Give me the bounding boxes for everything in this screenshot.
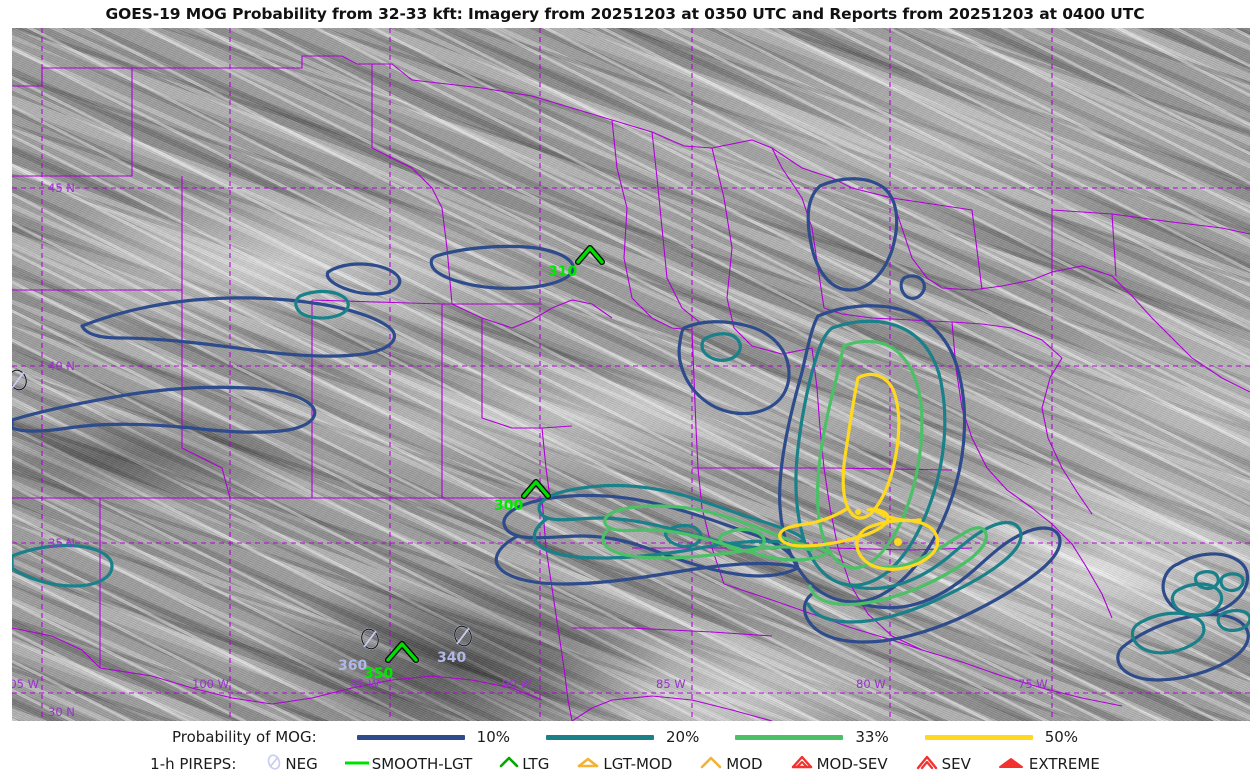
legend-item-neg: NEG [266, 752, 318, 776]
legend-item-mod: MOD [698, 752, 763, 776]
pirep-marker-ltg-350[interactable]: 350 [364, 641, 419, 682]
legend-label-lgt-mod: LGT-MOD [603, 755, 673, 773]
pirep-marker-neg-360[interactable]: 360 [338, 627, 381, 674]
legend-item-extreme: EXTREME [997, 752, 1100, 776]
lon-label: 100 W [192, 677, 229, 691]
mod-sev-chevron-base-icon [789, 752, 815, 776]
pirep-marker-neg-edge[interactable] [12, 368, 29, 392]
pirep-marker-ltg-310[interactable]: 310 [548, 245, 605, 280]
lon-label: 85 W [656, 677, 686, 691]
pirep-label: 310 [548, 264, 577, 280]
lat-label: 40 N [48, 359, 75, 373]
legend-swatch-10 [356, 734, 465, 740]
satellite-map[interactable]: 310 300 350 360 [12, 28, 1250, 721]
pirep-label: 300 [494, 498, 523, 514]
contour-20-percent [12, 289, 1250, 655]
satellite-imagery-layer-3 [12, 28, 1250, 721]
legend-label-mod-sev: MOD-SEV [816, 755, 888, 773]
legend-item-33: 33% [735, 728, 889, 746]
lon-label: 90 W [502, 677, 532, 691]
legend: Probability of MOG: 10% 20% 33% 50% 1-h … [0, 722, 1250, 782]
legend-probability-title: Probability of MOG: [171, 728, 317, 746]
legend-item-ltg: LTG [498, 752, 549, 776]
legend-item-smooth-lgt: SMOOTH-LGT [344, 752, 473, 776]
legend-label-smooth-lgt: SMOOTH-LGT [371, 755, 473, 773]
legend-item-sev: SEV [914, 752, 971, 776]
lat-label: 30 N [48, 705, 75, 719]
legend-label-sev: SEV [941, 755, 971, 773]
contour-50-percent [778, 372, 940, 571]
pirep-label: 360 [338, 658, 367, 674]
lon-label: 75 W [1018, 677, 1048, 691]
graticule-labels: 45 N 40 N 35 N 30 N 105 W 100 W 95 W 90 … [12, 181, 1048, 719]
graticule-grid [12, 28, 1250, 721]
sev-double-chevron-icon [914, 752, 940, 776]
smooth-lgt-line-icon [344, 752, 370, 776]
contour-10-percent [12, 177, 1250, 682]
pirep-marker-ltg-300[interactable]: 300 [494, 479, 551, 514]
legend-swatch-50 [924, 734, 1033, 740]
lat-label: 35 N [48, 536, 75, 550]
pirep-label: 350 [364, 666, 393, 682]
legend-label-50: 50% [1044, 728, 1079, 746]
map-vector-overlay: 310 300 350 360 [12, 28, 1250, 721]
legend-label-33: 33% [855, 728, 889, 746]
legend-pireps-title: 1-h PIREPS: [150, 755, 237, 773]
legend-label-extreme: EXTREME [1028, 755, 1100, 773]
legend-item-50: 50% [924, 728, 1079, 746]
legend-label-10: 10% [476, 728, 511, 746]
legend-label-ltg: LTG [522, 755, 550, 773]
legend-swatch-33 [735, 734, 844, 740]
legend-pireps-row: 1-h PIREPS: NEG SMOOTH-LGT [0, 751, 1250, 777]
lon-label: 95 W [350, 677, 380, 691]
legend-item-20: 20% [546, 728, 699, 746]
legend-item-lgt-mod: LGT-MOD [575, 752, 672, 776]
page-title: GOES-19 MOG Probability from 32-33 kft: … [105, 5, 1145, 23]
satellite-imagery-layer-4 [12, 28, 1250, 721]
lat-label: 45 N [48, 181, 75, 195]
legend-swatch-20 [546, 734, 655, 740]
pirep-marker-neg-340[interactable]: 340 [437, 624, 474, 666]
lon-label: 105 W [12, 677, 39, 691]
neg-circle-slash-icon [266, 752, 282, 776]
ltg-chevron-icon [498, 752, 520, 776]
contour-50-marker [894, 538, 902, 546]
mod-chevron-icon [698, 752, 724, 776]
legend-label-neg: NEG [285, 755, 318, 773]
legend-label-20: 20% [666, 728, 700, 746]
legend-item-mod-sev: MOD-SEV [789, 752, 888, 776]
pirep-label: 340 [437, 650, 466, 666]
legend-label-mod: MOD [726, 755, 763, 773]
legend-probability-row: Probability of MOG: 10% 20% 33% 50% [0, 724, 1250, 750]
lgt-mod-chevron-base-icon [575, 752, 601, 776]
lon-label: 80 W [856, 677, 886, 691]
extreme-filled-triangle-icon [997, 752, 1025, 776]
contour-50-marker [855, 509, 861, 515]
legend-item-10: 10% [356, 728, 511, 746]
state-borders [12, 55, 1250, 721]
